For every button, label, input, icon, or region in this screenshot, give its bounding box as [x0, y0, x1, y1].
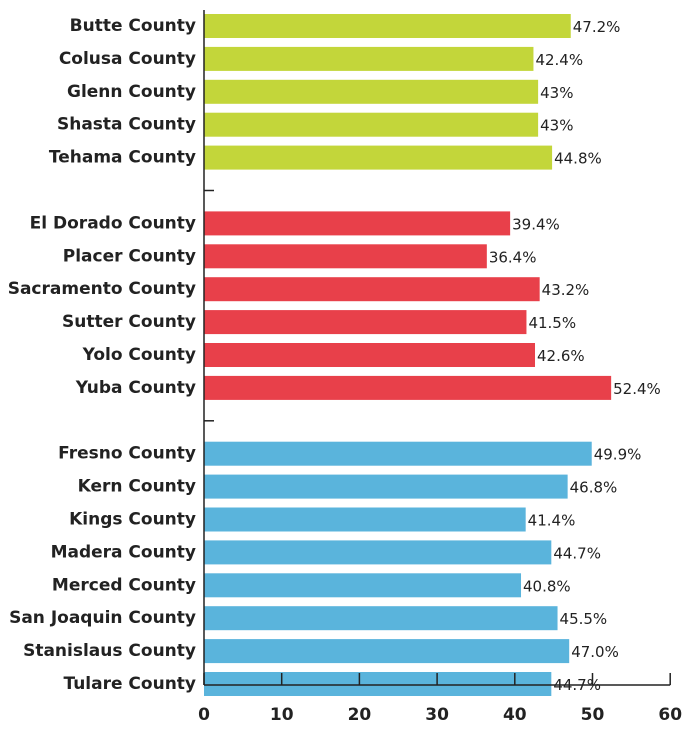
data-label: 43%: [540, 84, 573, 102]
data-label: 36.4%: [489, 248, 537, 266]
bar: [204, 14, 571, 38]
x-tick-label: 0: [198, 705, 210, 725]
category-label: Butte County: [70, 16, 196, 36]
bar: [204, 211, 511, 236]
data-label: 42.4%: [535, 51, 583, 69]
bar: [204, 112, 539, 137]
data-label: 41.5%: [528, 314, 576, 332]
category-label: Kern County: [78, 477, 196, 497]
category-label: Sutter County: [62, 312, 196, 332]
category-label: San Joaquin County: [9, 608, 196, 628]
category-label: Glenn County: [67, 82, 196, 102]
category-label: Yuba County: [75, 378, 196, 398]
data-label: 39.4%: [512, 215, 560, 233]
category-label: Stanislaus County: [23, 641, 196, 661]
data-label: 52.4%: [613, 380, 661, 398]
x-tick-label: 10: [270, 705, 294, 725]
x-tick-label: 60: [658, 705, 682, 725]
x-tick-label: 20: [348, 705, 372, 725]
category-label: Merced County: [52, 575, 196, 595]
data-label: 42.6%: [537, 347, 585, 365]
category-label: Sacramento County: [8, 279, 196, 299]
bar: [204, 343, 536, 367]
bar: [204, 277, 540, 302]
data-label: 43%: [540, 117, 573, 135]
category-label: El Dorado County: [30, 213, 196, 233]
bar: [204, 540, 552, 565]
category-label: Fresno County: [58, 444, 196, 464]
bars-layer: Butte County 47.2% Colusa County 42.4% Glenn…: [8, 14, 661, 696]
bar: [204, 672, 552, 696]
data-label: 41.4%: [528, 512, 576, 530]
data-label: 47.0%: [571, 643, 619, 661]
data-label: 44.7%: [553, 544, 601, 562]
x-tick-label: 30: [425, 705, 449, 725]
bar: [204, 606, 558, 631]
bar: [204, 441, 592, 466]
bar: [204, 310, 527, 335]
data-label: 47.2%: [573, 18, 621, 36]
category-label: Yolo County: [82, 345, 196, 365]
category-label: Colusa County: [59, 49, 196, 69]
x-tick-label: 40: [503, 705, 527, 725]
data-label: 44.8%: [554, 150, 602, 168]
data-label: 43.2%: [542, 281, 590, 299]
bar: [204, 474, 568, 499]
data-label: 40.8%: [523, 577, 571, 595]
category-label: Kings County: [69, 510, 196, 530]
bar: [204, 46, 534, 71]
bar: [204, 573, 522, 598]
bar: [204, 79, 539, 104]
bar: [204, 244, 487, 269]
data-label: 45.5%: [560, 610, 608, 628]
axes: 0 10 20 30 40 50 60: [198, 10, 682, 725]
bar: [204, 375, 612, 400]
bar: [204, 639, 570, 664]
data-label: 46.8%: [570, 479, 618, 497]
bar: [204, 507, 526, 532]
x-tick-label: 50: [581, 705, 605, 725]
category-label: Tehama County: [49, 148, 196, 168]
category-label: Tulare County: [63, 674, 196, 694]
category-label: Placer County: [63, 246, 196, 266]
bar: [204, 145, 553, 170]
category-label: Madera County: [51, 542, 196, 562]
data-label: 49.9%: [594, 446, 642, 464]
category-label: Shasta County: [57, 115, 196, 135]
